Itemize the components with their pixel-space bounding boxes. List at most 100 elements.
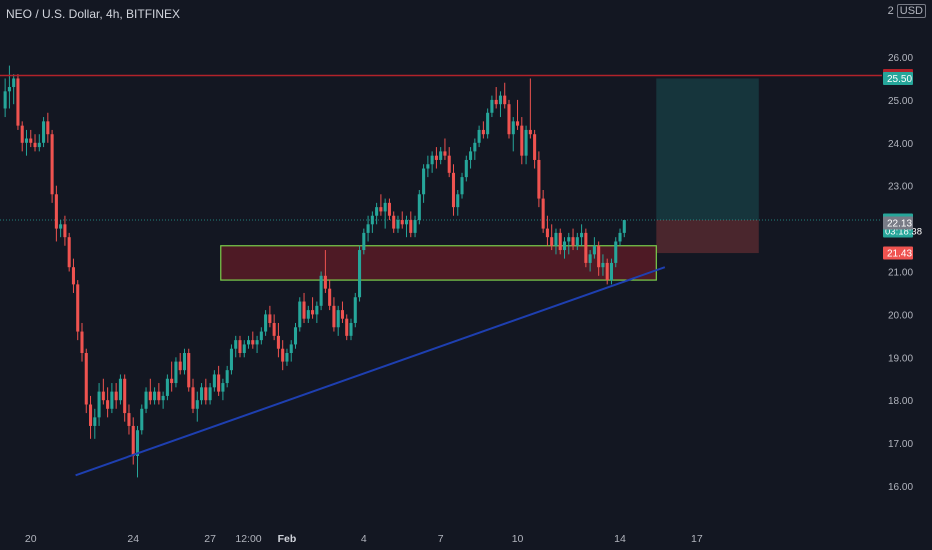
candle-body <box>541 198 545 229</box>
candle-body <box>24 138 29 143</box>
candle-body <box>29 138 33 143</box>
candle-body <box>84 353 88 405</box>
candle-body <box>144 391 148 409</box>
candle-body <box>516 121 520 126</box>
candle-body <box>106 400 110 409</box>
candle-body <box>528 129 532 135</box>
candle-body <box>503 95 507 105</box>
price-label: 21.43 <box>883 246 913 260</box>
candle-body <box>12 78 16 88</box>
candle-body <box>409 220 413 233</box>
candle-body <box>370 215 374 225</box>
candle-body <box>345 318 349 336</box>
y-tick-label: 19.00 <box>888 353 913 364</box>
candle-body <box>473 142 477 152</box>
price-label: 25.50 <box>883 71 913 85</box>
candle-body <box>379 207 383 212</box>
candle-body <box>293 327 298 345</box>
candle-body <box>469 151 473 160</box>
candle-body <box>366 224 370 233</box>
candle-body <box>456 194 460 208</box>
candle-body <box>597 245 601 268</box>
demand-zone <box>220 245 657 281</box>
candle-body <box>571 237 575 246</box>
candle-body <box>170 378 174 384</box>
candle-body <box>460 177 464 195</box>
candle-body <box>238 340 242 354</box>
candle-body <box>567 237 571 242</box>
candle-body <box>451 172 456 208</box>
candle-body <box>562 241 567 251</box>
candle-body <box>131 425 135 456</box>
currency-selector[interactable]: 2 USD <box>888 4 926 18</box>
candle-body <box>490 99 494 113</box>
candle-body <box>422 168 426 195</box>
y-tick-label: 25.00 <box>888 96 913 107</box>
candle-body <box>54 194 58 229</box>
candle-body <box>93 417 97 426</box>
countdown-text: 03:18:38 <box>885 227 922 238</box>
candle-body <box>289 344 293 354</box>
candle-body <box>33 142 37 148</box>
candle-body <box>20 125 24 143</box>
candle-body <box>7 87 11 92</box>
x-tick-label: 24 <box>127 533 139 545</box>
candle-body <box>592 245 596 255</box>
candle-body <box>340 310 344 319</box>
candle-body <box>601 262 605 268</box>
candle-body <box>332 305 336 328</box>
candle-body <box>477 129 481 143</box>
candle-body <box>178 361 182 371</box>
candle-body <box>426 164 430 169</box>
candle-body <box>118 378 122 401</box>
candle-body <box>464 159 468 178</box>
candle-body <box>234 340 238 349</box>
candle-body <box>618 232 622 242</box>
candle-body <box>447 155 451 173</box>
chart-title: NEO / U.S. Dollar, 4h, BITFINEX <box>6 7 181 21</box>
candle-body <box>242 344 246 354</box>
candle-body <box>434 155 438 160</box>
candle-body <box>507 104 511 135</box>
candle-body <box>302 301 306 319</box>
candle-body <box>97 391 101 418</box>
candle-body <box>486 112 490 135</box>
candle-body <box>127 413 131 426</box>
x-tick-label: 17 <box>691 533 703 545</box>
candle-body <box>182 353 187 371</box>
candle-body <box>212 374 216 388</box>
target-zone <box>656 78 759 221</box>
candle-body <box>191 387 195 409</box>
candle-body <box>315 305 319 315</box>
plot-area <box>0 65 882 478</box>
x-tick-label: 4 <box>361 533 367 545</box>
candle-body <box>46 121 50 135</box>
candle-body <box>281 348 285 362</box>
price-label-text: 25.50 <box>887 74 912 85</box>
candle-body <box>362 232 366 251</box>
candle-body <box>161 395 165 401</box>
candle-body <box>67 237 71 268</box>
y-tick-label: 20.00 <box>888 310 913 321</box>
candle-body <box>614 241 618 263</box>
candle-body <box>584 232 588 263</box>
y-tick-label: 23.00 <box>888 182 913 193</box>
candle-body <box>443 151 447 156</box>
candle-body <box>524 129 528 156</box>
candle-body <box>37 142 41 148</box>
candle-body <box>580 232 584 238</box>
y-tick-label: 21.00 <box>888 268 913 279</box>
candle-body <box>511 121 515 135</box>
candle-body <box>89 404 93 426</box>
candle-body <box>187 353 191 388</box>
candle-body <box>251 340 255 345</box>
candle-body <box>76 284 80 332</box>
candle-body <box>550 237 554 246</box>
candle-body <box>336 310 340 328</box>
candle-body <box>3 91 7 109</box>
candle-body <box>200 387 204 401</box>
candle-body <box>319 275 323 306</box>
candle-body <box>609 262 614 281</box>
x-tick-label: 14 <box>614 533 626 545</box>
